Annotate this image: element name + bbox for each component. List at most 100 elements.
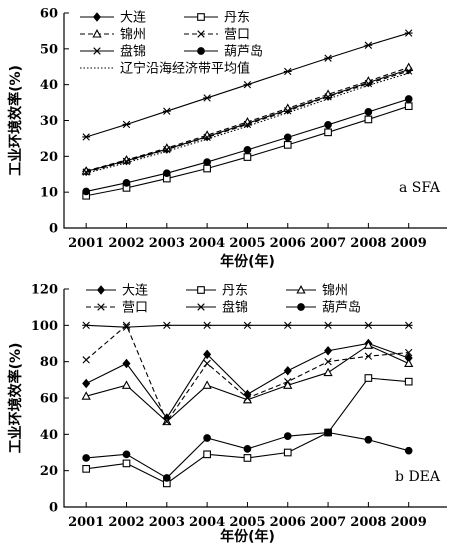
data-point [82,321,91,330]
legend-marker [197,47,205,55]
legend-marker [197,30,205,38]
data-point [203,434,211,442]
series-line [86,98,409,192]
data-point [122,450,131,459]
data-point [243,153,252,161]
data-point [203,94,212,102]
data-point [243,445,252,453]
x-tick-label: 2008 [350,515,386,530]
data-point [243,454,252,462]
series-4 [82,321,413,331]
data-point [404,321,413,330]
data-point [364,79,373,88]
data-point [82,187,91,196]
data-point [364,115,373,124]
data-point [323,367,333,377]
data-point [283,141,292,149]
y-tick-label: 120 [31,283,58,298]
legend-marker [92,29,102,38]
data-point [82,168,90,176]
y-tick-label: 50 [40,42,58,57]
x-axis-label: 年份(年) [220,253,275,270]
legend-marker [197,303,205,311]
data-point [405,348,413,357]
data-point [404,377,413,386]
legend-label: 丹东 [222,284,248,299]
data-point [404,358,414,368]
panel-b-dea-chart: 0 20 40 60 80 100 120 2001 2002 2003 2004 2005 2006 2… [7,283,447,545]
data-point [203,450,211,459]
axis-frame [63,289,447,508]
data-point [283,321,292,330]
data-point [363,340,374,349]
data-point [324,54,332,62]
data-point [404,29,413,37]
data-point [283,67,292,76]
x-tick-label: 2002 [108,236,144,251]
data-point [162,474,171,482]
data-point [324,346,333,356]
data-point [203,359,211,368]
y-tick-label: 40 [40,78,58,93]
y-tick-label: 60 [40,7,58,22]
data-point [284,377,292,386]
data-point [324,120,332,129]
x-tick-label: 2007 [310,515,346,530]
data-point [162,321,171,330]
data-point [163,417,171,426]
x-tick-label: 2002 [108,515,144,530]
y-tick-label: 80 [40,355,58,370]
y-tick-label: 100 [31,319,58,334]
legend-label: 锦州 [120,28,146,43]
data-point [404,446,413,455]
legend-marker [92,12,102,22]
legend-marker [96,285,106,295]
data-point [162,107,171,115]
data-point [82,454,91,462]
data-point [283,432,292,441]
x-tick-label: 2004 [189,515,225,530]
data-point [283,448,292,457]
data-point [162,169,171,178]
x-tick-label: 2001 [68,515,104,530]
legend-marker [297,303,305,311]
data-point [364,435,373,444]
data-point [81,391,91,400]
legend-label: 盘锦 [222,300,248,316]
data-point [364,321,373,330]
legend-marker [197,286,205,294]
series-line [86,72,409,174]
x-tick-label: 2006 [270,236,306,251]
series-4 [82,29,413,141]
legend-marker [296,285,306,294]
data-point [243,146,252,154]
data-point [82,133,91,141]
data-point [405,67,413,75]
x-tick-label: 2003 [149,236,185,251]
x-tick-label: 2006 [270,515,306,530]
data-point [82,464,91,473]
data-point [203,321,212,330]
series-5 [82,428,413,482]
data-point [283,365,292,376]
y-tick-label: 40 [40,428,58,443]
data-point [82,378,91,389]
x-tick-label: 2009 [391,236,427,251]
data-point [121,380,132,389]
data-point [82,356,90,364]
legend-label: 大连 [120,10,146,26]
data-point [283,380,293,389]
legend-label: 营口 [224,28,250,43]
legend-marker [97,303,105,311]
x-tick-label: 2005 [229,236,265,251]
series-0 [82,338,413,423]
legend-label: 葫芦岛 [224,44,263,60]
legend-marker [197,13,205,21]
y-axis-label: 工业环境效率(%) [7,65,24,176]
data-point [202,380,212,389]
x-tick-label: 2008 [350,236,386,251]
legend-label: 丹东 [224,11,250,26]
y-tick-label: 20 [40,150,58,165]
data-point [404,62,414,72]
